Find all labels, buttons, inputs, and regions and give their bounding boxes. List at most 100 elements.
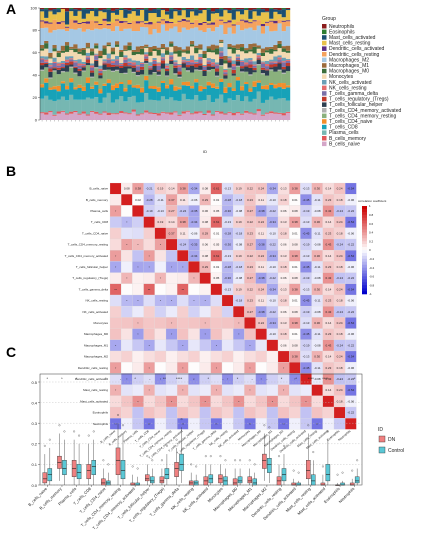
bar-segment [85,62,91,66]
bar-segment [81,23,87,32]
bar-segment [102,45,107,49]
bar-segment [256,15,262,21]
bar-segment [65,113,70,115]
bar-segment [148,86,153,89]
colorbar-step [362,223,367,227]
bar-segment [198,59,203,64]
bar-segment [110,102,116,114]
bar-segment [256,82,262,92]
bar-segment [135,9,141,16]
legend-swatch [322,85,327,91]
heatmap-cell-value: 0.13 [281,220,287,224]
bar-segment [110,64,116,67]
heatmap-cell-value: 0.19 [236,287,242,291]
bar-segment [181,18,187,22]
bar-segment [131,85,137,88]
bar-segment [52,89,57,101]
heatmap-cell [244,328,256,340]
bar-segment [60,96,66,111]
bar-segment [135,54,141,61]
heatmap-cell-value: -0.11 [314,332,321,336]
bar-segment [235,54,241,57]
bar-segment [160,57,166,59]
bar-segment [160,49,166,54]
heatmap-cell [177,294,189,307]
bar-segment [77,84,82,88]
heatmap-cell [289,418,301,430]
bar-segment [131,55,137,61]
bar-segment [185,17,191,21]
heatmap-cell-value: 0.29 [202,198,208,202]
heatmap-cell-star: * [171,299,173,303]
heatmap-cell [121,384,133,396]
bar-segment [90,72,95,77]
heatmap-cell-value: 0.08 [292,209,298,213]
bar-segment [285,85,291,88]
heatmap-cell-value: -0.18 [235,231,242,235]
heatmap-cell [154,339,167,352]
bar-segment [127,42,132,46]
bar-segment [206,85,212,95]
bar-segment [106,21,112,24]
legend-label: Mast_cells_resting [329,41,371,47]
heatmap-cell [132,306,144,318]
bar-segment [190,22,195,24]
legend-label: NK_cells_resting [329,85,367,91]
heatmap-cell [177,306,189,318]
heatmap-cell-value: 0.18 [337,366,343,370]
heatmap-cell [165,283,178,296]
bar-segment [60,29,66,46]
box-outlier [73,430,76,433]
heatmap-cell [255,339,267,352]
bar-segment [44,48,49,57]
y-tick-label: 0.4 [31,400,37,405]
heatmap-cell-value: 0.14 [325,287,331,291]
bar-segment [65,61,70,63]
heatmap-cell-value: -0.13 [303,220,310,224]
bar-segment [140,113,145,115]
legend-label: T_cells_gamma_delta [329,91,378,97]
box-body [101,478,106,486]
bar-segment [215,75,220,77]
bar-segment [240,19,245,21]
bar-segment [144,75,149,81]
bar-segment [94,54,99,56]
bar-segment [281,51,287,58]
heatmap-cell-value: 0.18 [281,265,287,269]
bar-segment [215,86,220,89]
bar-segment [123,73,128,89]
heatmap-cell-value: -0.06 [347,265,354,269]
bar-segment [123,28,128,46]
heatmap-cell [255,328,267,340]
heatmap-cell-value: 0.27 [247,243,253,247]
bar-segment [244,71,249,82]
heatmap-cell-star: * [115,210,117,214]
bar-segment [248,60,253,62]
colorbar-step [362,247,367,251]
bar-segment [219,81,224,95]
bar-segment [256,48,262,54]
legend-label: Neutrophils [329,24,355,30]
legend-swatch [322,141,327,147]
heatmap-cell [121,250,133,262]
heatmap-cell-value: 0.24 [258,321,264,325]
bar-segment [198,111,203,113]
bar-segment [181,27,187,50]
bar-segment [227,49,232,57]
bar-segment [85,48,91,53]
bar-segment [269,69,274,71]
heatmap-cell-value: -0.24 [336,310,343,314]
colorbar-step [362,282,367,286]
bar-segment [85,52,91,57]
bar-segment [181,81,187,86]
heatmap-cell-value: 0.18 [281,231,287,235]
box-outlier [146,455,149,458]
bar-segment [265,22,270,26]
significance-label: * [295,376,297,381]
heatmap-cell-star: ** [182,288,185,292]
panel-a-legend-title: Group [322,16,336,22]
significance-label: - [193,376,195,381]
bar-segment [60,8,66,10]
heatmap-cell-star: * [193,277,195,281]
bar-segment [277,23,282,41]
